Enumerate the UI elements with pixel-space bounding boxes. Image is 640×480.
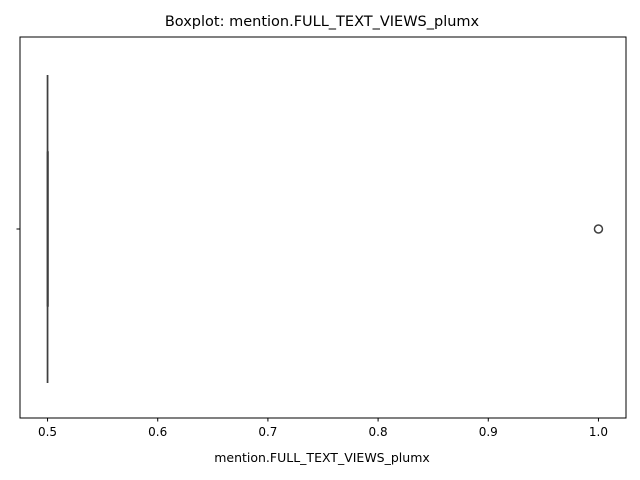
outlier-point [593, 224, 604, 234]
x-tick-label: 1.0 [589, 425, 608, 439]
x-tick-label: 0.5 [38, 425, 57, 439]
axes-frame [19, 36, 627, 419]
x-tick-label: 0.8 [369, 425, 388, 439]
plot-area [19, 36, 627, 419]
chart-title: Boxplot: mention.FULL_TEXT_VIEWS_plumx [165, 14, 480, 30]
x-tick-label: 0.9 [479, 425, 498, 439]
x-axis-label: mention.FULL_TEXT_VIEWS_plumx [214, 450, 430, 465]
x-axis: 0.5 0.6 0.7 0.8 0.9 1.0 [38, 418, 608, 439]
box-series [46, 75, 604, 383]
x-tick-label: 0.6 [148, 425, 167, 439]
x-tick-label: 0.7 [258, 425, 277, 439]
